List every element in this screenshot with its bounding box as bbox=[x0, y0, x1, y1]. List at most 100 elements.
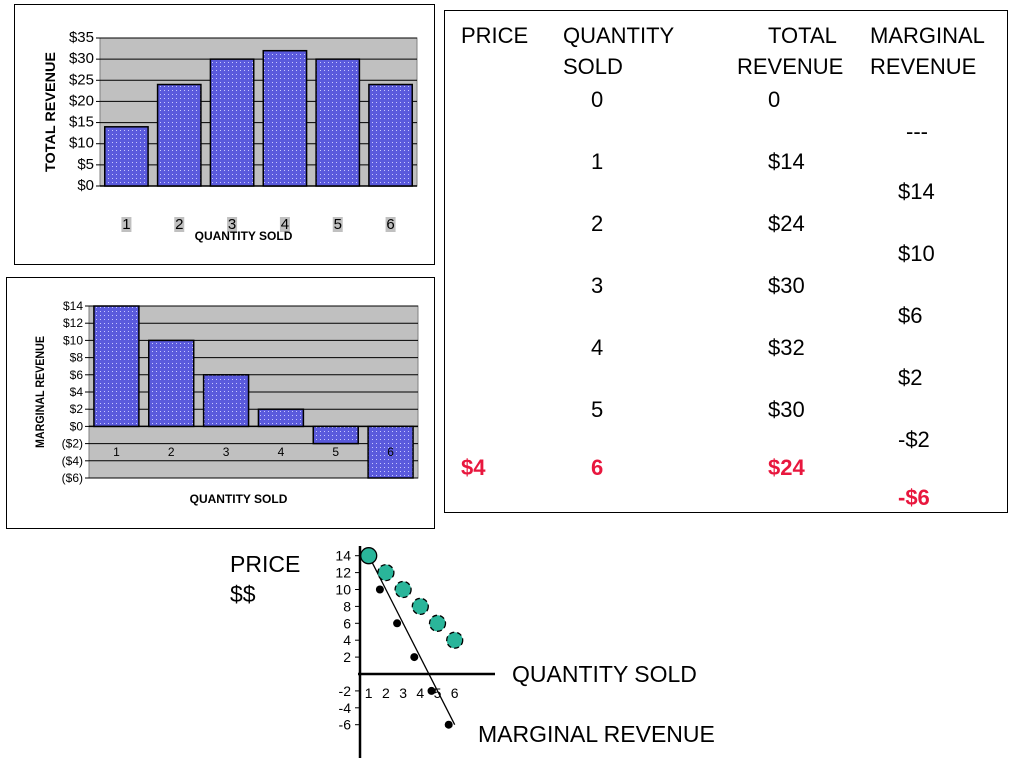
y-tick-label: $8 bbox=[70, 351, 84, 365]
category-label: 2 bbox=[175, 216, 183, 233]
category-label-bg bbox=[174, 217, 185, 232]
marginal-revenue-cell: --- bbox=[906, 119, 928, 144]
total-revenue-cell: $30 bbox=[768, 397, 805, 422]
x-axis-title: QUANTITY SOLD bbox=[190, 492, 288, 506]
graph-annotation-marginal-revenue: MARGINAL REVENUE bbox=[478, 721, 715, 747]
x-axis-title: QUANTITY SOLD bbox=[195, 229, 293, 243]
total-revenue-cell: $24 bbox=[768, 211, 805, 236]
category-label: 6 bbox=[387, 445, 394, 459]
price-point bbox=[428, 614, 447, 632]
x-tick-label: 1 bbox=[365, 685, 373, 701]
header-total: TOTAL bbox=[768, 23, 837, 48]
y-tick-label: $4 bbox=[70, 385, 84, 399]
quantity-cell: 0 bbox=[591, 87, 604, 112]
x-tick-label: 6 bbox=[451, 685, 459, 701]
quantity-cell: 1 bbox=[591, 149, 604, 174]
price-point bbox=[394, 580, 412, 599]
graph-ylabel-price: PRICE bbox=[230, 551, 301, 577]
category-label: 3 bbox=[228, 216, 236, 233]
category-label-bg bbox=[279, 217, 290, 232]
total-revenue-cell: $30 bbox=[768, 273, 805, 298]
marginal-revenue-chart: ($6) ($4) ($2) $0 $2 $4 $6 $8 $10 $12 $14 1 2 3 4 5 6 QUA… bbox=[33, 299, 419, 506]
marginal-revenue-point bbox=[444, 720, 453, 729]
y-tick-label: $30 bbox=[69, 50, 94, 67]
y-axis-title: TOTAL REVENUE bbox=[42, 52, 58, 172]
revenue-table-panel: PRICE QUANTITY SOLD TOTAL REVENUE MARGIN… bbox=[444, 10, 1008, 513]
bar bbox=[93, 305, 140, 428]
highlight-price-cell: $4 bbox=[461, 455, 486, 480]
graph-ylabel-dollars: $$ bbox=[230, 581, 256, 607]
total-revenue-cell: $14 bbox=[768, 149, 805, 174]
y-tick-label: 4 bbox=[343, 632, 351, 648]
quantity-cell: 2 bbox=[591, 211, 604, 236]
y-tick-label: $2 bbox=[70, 402, 84, 416]
y-tick-label: 6 bbox=[343, 615, 351, 631]
y-tick-label: $25 bbox=[69, 71, 94, 88]
y-tick-label: $0 bbox=[77, 177, 94, 194]
y-tick-label: 14 bbox=[335, 548, 351, 564]
category-label: 4 bbox=[281, 216, 289, 233]
marginal-revenue-point bbox=[410, 653, 419, 662]
total-revenue-chart-panel: $0 $5 $10 $15 $20 $25 $30 $35 1 2 3 4 5 6 QUANTITY SOL… bbox=[14, 4, 435, 265]
y-tick-label: -6 bbox=[339, 717, 352, 733]
bar bbox=[367, 425, 414, 479]
x-tick-label: 4 bbox=[416, 685, 424, 701]
bar bbox=[104, 126, 149, 187]
y-tick-label: ($6) bbox=[62, 471, 83, 485]
y-tick-label: $10 bbox=[69, 135, 94, 152]
bar bbox=[257, 408, 305, 428]
y-tick-label: $35 bbox=[69, 29, 94, 46]
bar bbox=[156, 83, 202, 187]
category-label: 2 bbox=[168, 445, 175, 459]
category-label: 5 bbox=[334, 216, 342, 233]
y-tick-label: 8 bbox=[343, 598, 351, 614]
quantity-cell: 6 bbox=[591, 455, 604, 480]
header-sold: SOLD bbox=[563, 54, 623, 79]
bar bbox=[312, 425, 359, 445]
y-tick-label: -4 bbox=[339, 700, 352, 716]
graph-xlabel: QUANTITY SOLD bbox=[512, 661, 697, 687]
marginal-revenue-point bbox=[427, 686, 436, 695]
marginal-revenue-point bbox=[375, 585, 384, 594]
marginal-revenue-cell: $6 bbox=[898, 303, 923, 328]
category-label: 1 bbox=[113, 445, 120, 459]
marginal-revenue-cell: $14 bbox=[898, 179, 935, 204]
total-revenue-cell: 0 bbox=[768, 87, 781, 112]
x-tick-label: 3 bbox=[399, 685, 407, 701]
x-tick-label: 5 bbox=[434, 685, 442, 701]
y-tick-label: 2 bbox=[343, 649, 351, 665]
marginal-revenue-cell: $2 bbox=[898, 365, 923, 390]
total-revenue-cell: $24 bbox=[768, 455, 805, 480]
marginal-revenue-point bbox=[393, 619, 402, 628]
y-tick-label: 12 bbox=[335, 565, 351, 581]
bar bbox=[315, 58, 361, 187]
marginal-revenue-chart-panel: ($6) ($4) ($2) $0 $2 $4 $6 $8 $10 $12 $14 1 2 3 4 5 6 QUA… bbox=[6, 277, 435, 529]
marginal-revenue-cell: $10 bbox=[898, 241, 935, 266]
header-price: PRICE bbox=[461, 23, 529, 48]
marginal-revenue-cell: -$2 bbox=[898, 427, 930, 452]
marginal-revenue-cell: -$6 bbox=[898, 485, 930, 510]
bar bbox=[209, 58, 255, 187]
category-label: 3 bbox=[223, 445, 230, 459]
category-label: 1 bbox=[122, 216, 130, 233]
y-tick-label: $12 bbox=[63, 316, 83, 330]
y-tick-label: $6 bbox=[70, 368, 84, 382]
price-point bbox=[446, 631, 464, 649]
quantity-cell: 5 bbox=[591, 397, 604, 422]
price-point bbox=[360, 547, 378, 565]
y-tick-label: $15 bbox=[69, 114, 94, 131]
y-tick-label: 10 bbox=[335, 582, 351, 598]
y-tick-label: ($4) bbox=[62, 454, 83, 468]
header-total-revenue: REVENUE bbox=[737, 54, 844, 79]
category-label-bg bbox=[332, 217, 343, 232]
y-tick-label: -2 bbox=[339, 683, 352, 699]
y-tick-label: $0 bbox=[70, 419, 84, 433]
category-label-bg bbox=[121, 217, 132, 232]
y-tick-label: $5 bbox=[77, 156, 94, 173]
total-revenue-cell: $32 bbox=[768, 335, 805, 360]
category-label-bg bbox=[385, 217, 396, 232]
header-quantity: QUANTITY bbox=[563, 23, 675, 48]
header-marginal-revenue: REVENUE bbox=[870, 54, 977, 79]
category-label: 5 bbox=[332, 445, 339, 459]
